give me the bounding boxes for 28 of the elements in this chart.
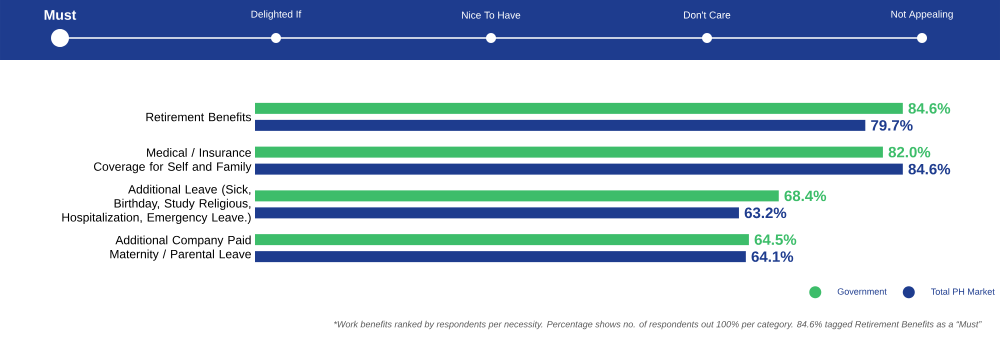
data-label: 84.6%: [908, 164, 950, 174]
data-label: 82.0%: [888, 146, 930, 158]
y-tick-label: Retirement Benefits: [146, 112, 252, 122]
data-label: 64.5%: [754, 234, 796, 245]
data-label: 68.4%: [784, 190, 826, 202]
bar: [255, 102, 903, 114]
bar: [255, 207, 739, 218]
y-tick-label: Medical / Insurance Coverage for Self and Family: [94, 148, 252, 174]
text: Delighted If: [252, 10, 302, 20]
data-label: 63.2%: [744, 208, 786, 218]
bar: [255, 234, 749, 246]
text: *Work benefits ranked by respondents per necessity. Percentage shows no. of respondents out 100% per category. 84.6% tagged Retirement Benefits as a “Must”: [334, 320, 982, 330]
text: Must: [44, 10, 76, 20]
data-label: 64.1%: [752, 251, 794, 262]
bar: [255, 120, 866, 131]
y-tick-label: Additional Company Paid Maternity / Parental Leave: [110, 236, 251, 261]
bar: [255, 164, 903, 175]
bar: [255, 146, 883, 158]
legend-label: Government: [838, 288, 887, 295]
bar: [255, 190, 779, 202]
y-tick-label: Additional Leave (Sick, Birthday, Study Religious, Hospitalization, Emergency Leave.): [62, 184, 251, 224]
data-label: 79.7%: [871, 120, 913, 131]
text: Don't Care: [684, 11, 730, 19]
text: Nice To Have: [462, 11, 520, 19]
data-label: 84.6%: [908, 103, 950, 114]
text: Not Appealing: [891, 10, 953, 20]
legend-label: Total PH Market: [930, 288, 995, 295]
bar: [255, 251, 746, 262]
